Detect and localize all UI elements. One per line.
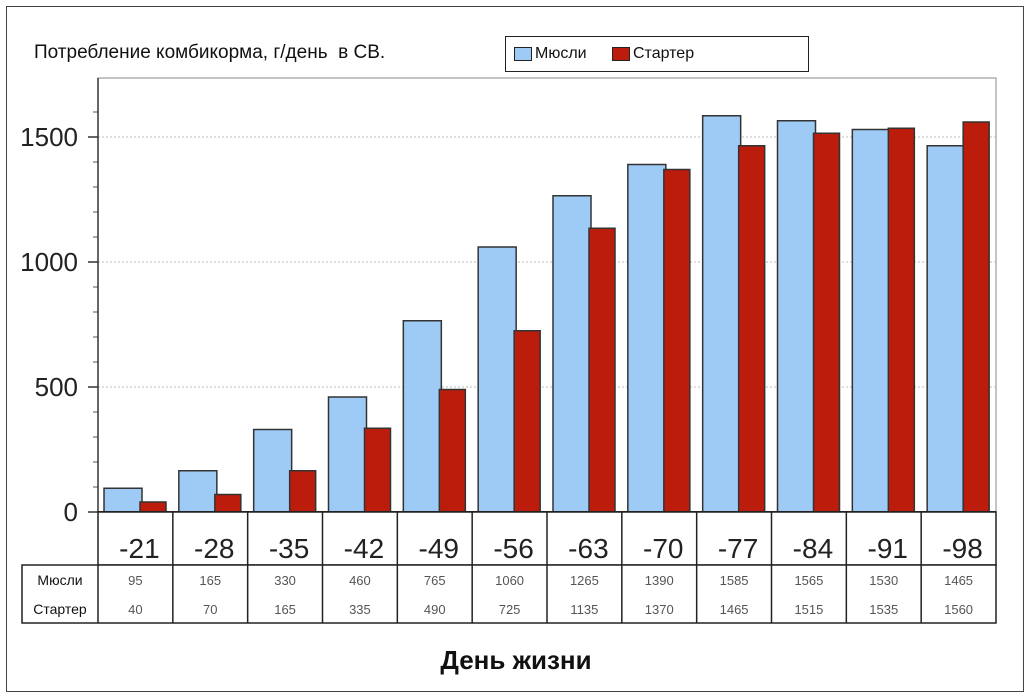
data-table-cell: 1515: [794, 602, 823, 617]
y-tick-label: 1000: [20, 247, 78, 277]
data-table-row-label: Стартер: [33, 601, 87, 617]
bar: [663, 168, 691, 513]
data-table-cell: 765: [424, 573, 446, 588]
data-table-cell: 95: [128, 573, 142, 588]
bar: [178, 470, 218, 513]
data-table-cell: 1060: [495, 573, 524, 588]
x-tick-label: -49: [419, 533, 459, 564]
bar: [812, 132, 841, 513]
data-table-row-label: Мюсли: [37, 572, 82, 588]
legend-swatch-starter: [612, 47, 630, 61]
bar: [588, 227, 616, 513]
data-table-cell: 460: [349, 573, 371, 588]
x-tick-label: -35: [269, 533, 309, 564]
legend-label-muesli: Мюсли: [535, 45, 587, 62]
bar: [327, 396, 368, 513]
data-table-cell: 165: [199, 573, 221, 588]
bar: [552, 195, 592, 513]
bar: [288, 470, 317, 513]
data-table-cell: 1465: [720, 602, 749, 617]
data-table-cell: 1585: [720, 573, 749, 588]
y-tick-label: 1500: [20, 122, 78, 152]
legend-item-muesli: Мюсли: [514, 45, 587, 63]
y-tick-label: 0: [64, 497, 78, 527]
bar: [103, 487, 143, 513]
bar: [477, 246, 517, 513]
x-tick-label: -21: [119, 533, 159, 564]
bar: [513, 330, 541, 513]
data-table-cell: 1535: [869, 602, 898, 617]
bar: [887, 127, 916, 513]
bar: [214, 493, 242, 513]
data-table-cell: 1565: [794, 573, 823, 588]
bar: [402, 320, 443, 513]
data-table-cell: 1560: [944, 602, 973, 617]
bar: [627, 163, 667, 513]
data-table-cell: 1390: [645, 573, 674, 588]
bar: [363, 427, 392, 513]
bar: [139, 501, 167, 513]
bar: [926, 145, 966, 513]
x-tick-label: -42: [344, 533, 384, 564]
data-table-cell: 1135: [570, 602, 598, 617]
x-tick-label: -84: [793, 533, 833, 564]
bar: [851, 128, 892, 513]
data-table-cell: 165: [274, 602, 296, 617]
legend: Мюсли Стартер: [505, 36, 809, 72]
x-tick-label: -91: [868, 533, 908, 564]
data-table-cell: 1530: [869, 573, 898, 588]
x-axis-label: День жизни: [440, 645, 592, 675]
data-table-cell: 40: [128, 602, 142, 617]
bar: [438, 388, 467, 513]
y-tick-label: 500: [35, 372, 78, 402]
data-table-cell: 330: [274, 573, 296, 588]
x-tick-label: -77: [718, 533, 758, 564]
bar: [962, 121, 990, 513]
bar: [776, 120, 817, 513]
bar: [252, 428, 293, 513]
data-table-cell: 1370: [645, 602, 674, 617]
legend-swatch-muesli: [514, 47, 532, 61]
legend-item-starter: Стартер: [612, 45, 694, 63]
x-tick-label: -63: [568, 533, 608, 564]
bar: [701, 115, 742, 513]
data-table: [21, 564, 997, 624]
data-table-cell: 490: [424, 602, 446, 617]
x-tick-label: -56: [493, 533, 533, 564]
bar: [737, 145, 766, 513]
x-tick-label: -98: [942, 533, 982, 564]
chart-title: Потребление комбикорма, г/день в СВ.: [34, 42, 386, 63]
x-tick-label: -28: [194, 533, 234, 564]
data-table-cell: 725: [499, 602, 521, 617]
data-table-cell: 335: [349, 602, 371, 617]
data-table-cell: 1265: [570, 573, 599, 588]
legend-label-starter: Стартер: [633, 45, 695, 62]
data-table-cell: 1465: [944, 573, 973, 588]
x-tick-label: -70: [643, 533, 683, 564]
data-table-cell: 70: [203, 602, 217, 617]
